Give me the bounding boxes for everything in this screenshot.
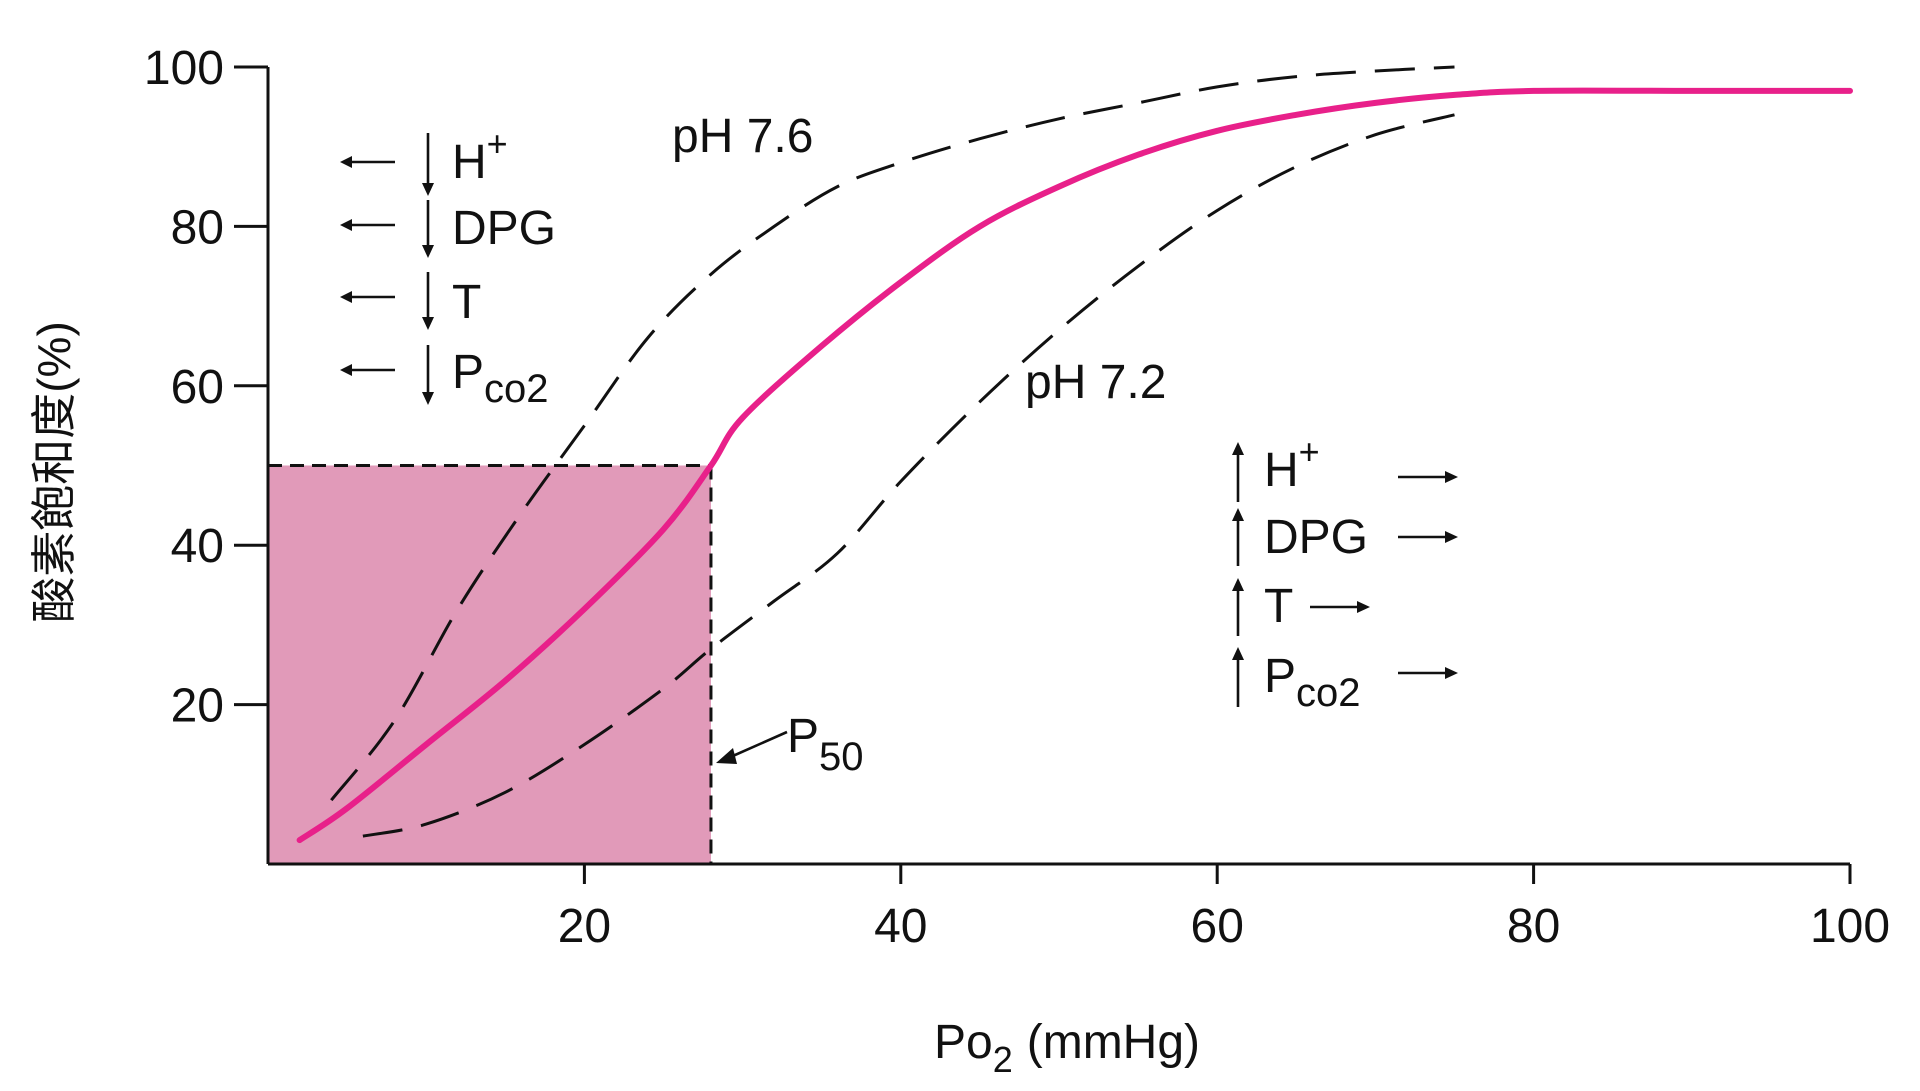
axis-ticks: 20 40 60 80 100 20 40 60 80 100 [144,42,1890,953]
y-axis-title: 酸素飽和度(%) [28,321,80,623]
p50-label-main: P [787,710,819,763]
p50-pointer-arrowhead-icon [716,748,737,764]
left-arrowhead-icon [340,364,352,376]
p50-label: P50 [787,710,864,779]
curve-ph-7-6 [330,65,1455,802]
p50-shaded-area [268,465,711,864]
x-tick-label: 80 [1507,900,1560,953]
right-arrowhead-icon [1445,531,1458,543]
x-axis-title-main: Po [934,1016,993,1069]
label-ph-7-6: pH 7.6 [672,110,813,163]
right-factor-dpg: DPG [1264,511,1368,564]
left-factor-h: H+ [452,123,508,189]
x-axis-title-sub: 2 [993,1039,1013,1080]
up-arrowhead-icon [1232,442,1244,455]
y-tick-label: 100 [144,42,224,95]
right-factor-t: T [1264,580,1293,633]
right-arrowhead-icon [1445,667,1458,679]
x-axis-title: Po2 (mmHg) [934,1016,1200,1080]
right-factor-h: H+ [1264,431,1320,497]
right-factor-pco2: Pco2 [1264,650,1361,715]
curve-ph-7-2 [362,113,1455,838]
p50-label-sub: 50 [819,735,864,779]
y-tick-label: 40 [171,520,224,573]
curve-ph-7-4 [296,87,1853,844]
right-shift-factors: H+ DPG T Pco2 [1232,431,1458,715]
label-ph-7-2: pH 7.2 [1025,356,1166,409]
left-shift-factors: H+ DPG T Pco2 [340,123,556,411]
left-arrowhead-icon [340,219,352,231]
left-factor-pco2: Pco2 [452,346,549,411]
y-tick-label: 60 [171,361,224,414]
x-axis-title-unit: (mmHg) [1027,1016,1200,1069]
x-tick-label: 20 [558,900,611,953]
up-arrowhead-icon [1232,508,1244,521]
up-arrowhead-icon [1232,647,1244,660]
down-arrowhead-icon [422,245,434,258]
right-arrowhead-icon [1357,601,1370,613]
dissociation-curves [296,65,1853,844]
y-tick-label: 20 [171,680,224,733]
up-arrowhead-icon [1232,578,1244,591]
x-tick-label: 60 [1191,900,1244,953]
right-arrowhead-icon [1445,471,1458,483]
left-arrowhead-icon [340,156,352,168]
left-factor-t: T [452,276,481,329]
left-factor-dpg: DPG [452,202,556,255]
p50-annotation: P50 [716,710,864,779]
x-tick-label: 40 [874,900,927,953]
down-arrowhead-icon [422,183,434,196]
left-arrowhead-icon [340,291,352,303]
p50-pointer-line [725,730,788,761]
x-tick-label: 100 [1810,900,1890,953]
down-arrowhead-icon [422,317,434,330]
y-tick-label: 80 [171,201,224,254]
down-arrowhead-icon [422,392,434,405]
